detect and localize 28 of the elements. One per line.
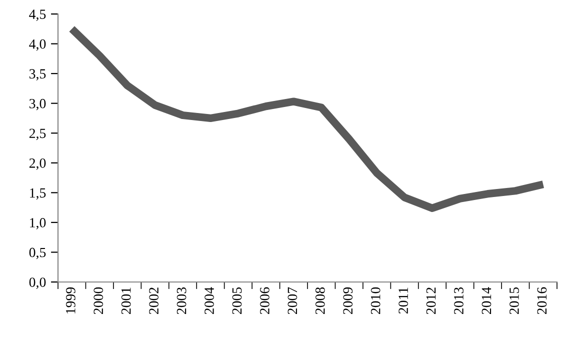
x-tick-label: 2003 — [176, 287, 186, 314]
x-tick-label: 2015 — [510, 287, 519, 314]
y-tick-label: 2,5 — [29, 128, 46, 140]
x-tick-label: 2013 — [454, 287, 464, 314]
x-tick-label: 2001 — [121, 288, 131, 314]
y-tick-label: 3,5 — [29, 69, 46, 81]
x-tick-label: 2007 — [288, 287, 298, 314]
x-tick-label: 2010 — [370, 287, 380, 314]
y-tick-label: 1,0 — [30, 218, 46, 230]
x-tick-label: 2009 — [343, 287, 353, 314]
y-tick-label: 0,0 — [29, 278, 46, 289]
x-tick-label: 2006 — [260, 287, 270, 314]
x-tick-label: 2016 — [537, 287, 547, 314]
x-tick-label: 2014 — [482, 287, 492, 314]
x-tick-label: 1999 — [66, 287, 76, 314]
y-tick-label: 4,0 — [29, 39, 46, 51]
x-tick-label: 2011 — [398, 288, 408, 314]
y-tick-label: 0,5 — [29, 248, 46, 260]
y-tick-label: 2,0 — [29, 158, 46, 170]
x-tick-label: 2008 — [315, 287, 325, 314]
x-tick-label: 2005 — [232, 287, 242, 314]
x-tick-label: 2000 — [94, 287, 104, 314]
x-tick-label: 2002 — [149, 288, 159, 314]
x-tick-label: 2004 — [204, 287, 214, 314]
x-tick-label: 2012 — [426, 288, 436, 314]
y-tick-label: 1,5 — [30, 188, 46, 200]
y-tick-label: 3,0 — [29, 98, 46, 110]
y-tick-label: 4,5 — [29, 10, 46, 21]
